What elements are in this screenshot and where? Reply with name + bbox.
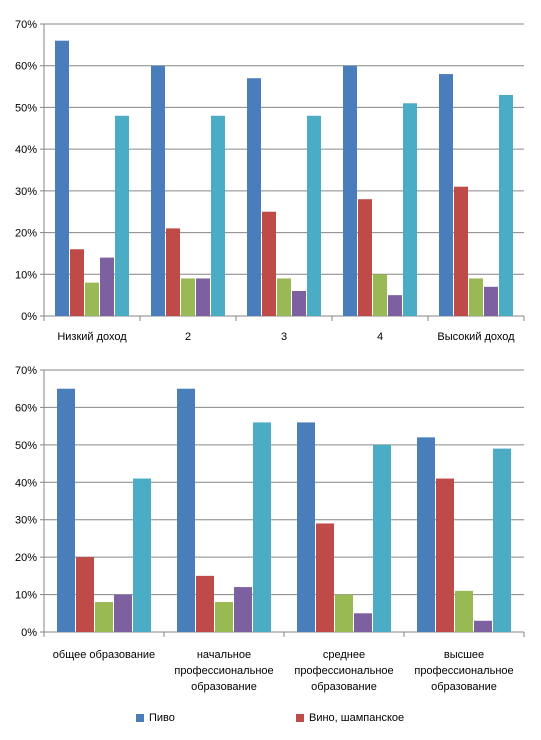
bar [484,286,498,316]
bar [70,249,84,316]
income-bar-chart: 0% 10% 20% 30% 40% 50% 60% 70% Низкий доход 2 3 4 Вы… [15,19,525,343]
x-category-label: общее образование [53,649,155,661]
x-category-label: профессиональное [414,665,513,677]
x-category-label: высшее [444,649,484,661]
x-category-label: 4 [377,331,383,343]
bar [335,594,353,632]
bar [343,65,357,316]
bar [181,278,195,316]
bar [133,478,151,632]
bar [215,602,233,632]
legend-label-beer: Пиво [149,712,175,724]
x-category-label: профессиональное [174,665,273,677]
bar [85,282,99,316]
y-tick-label: 60% [15,61,37,73]
bar [417,437,435,632]
bar [196,278,210,316]
y-tick-label: 70% [15,365,37,377]
bar [388,295,402,316]
bar [493,448,511,632]
y-tick-label: 40% [15,477,37,489]
y-tick-label: 20% [15,228,37,240]
bar [151,65,165,316]
y-tick-label: 60% [15,402,37,414]
x-category-label: образование [311,681,377,693]
bar [76,557,94,632]
bar [373,274,387,316]
x-category-label: среднее [323,649,365,661]
bar [277,278,291,316]
legend-item-wine: Вино, шампанское [296,712,404,724]
bar [55,40,69,316]
x-category-label: профессиональное [294,665,393,677]
bar [196,575,214,632]
y-tick-label: 70% [15,19,37,31]
legend-swatch-wine [296,714,304,722]
bar [100,257,114,316]
y-tick-label: 0% [21,627,37,639]
bar [211,115,225,317]
legend-item-beer: Пиво [136,712,175,724]
bar [439,74,453,316]
bar [436,478,454,632]
legend-swatch-beer [136,714,144,722]
bar [114,594,132,632]
x-category-label: 3 [281,331,287,343]
x-category-label: образование [431,681,497,693]
bar [499,94,513,317]
bar [307,115,321,317]
bar [115,115,129,317]
x-category-label: начальное [197,649,251,661]
bar [455,590,473,632]
bar [253,422,271,632]
bar [469,278,483,316]
bar [262,211,276,316]
legend: Пиво Вино, шампанское [0,712,541,732]
bar [297,422,315,632]
x-category-label: образование [191,681,257,693]
y-tick-label: 20% [15,552,37,564]
education-bar-chart: 0% 10% 20% 30% 40% 50% 60% 70% общее образование… [15,365,525,693]
x-category-label: Низкий доход [57,331,127,343]
bar [57,388,75,632]
bar [316,523,334,632]
bar [95,602,113,632]
y-tick-label: 10% [15,590,37,602]
bar [234,587,252,632]
x-category-label: 2 [185,331,191,343]
bar [403,103,417,316]
bar [292,290,306,316]
bar [177,388,195,632]
bar [354,613,372,632]
y-tick-label: 10% [15,269,37,281]
y-tick-label: 0% [21,311,37,323]
bar [358,199,372,316]
y-tick-label: 40% [15,144,37,156]
legend-label-wine: Вино, шампанское [309,712,405,724]
y-tick-label: 50% [15,102,37,114]
bar [474,620,492,632]
x-category-label: Высокий доход [437,331,515,343]
bar [373,444,391,632]
bar [454,186,468,316]
y-tick-label: 30% [15,186,37,198]
bar [247,78,261,316]
bar [166,228,180,316]
y-tick-label: 50% [15,440,37,452]
y-tick-label: 30% [15,515,37,527]
